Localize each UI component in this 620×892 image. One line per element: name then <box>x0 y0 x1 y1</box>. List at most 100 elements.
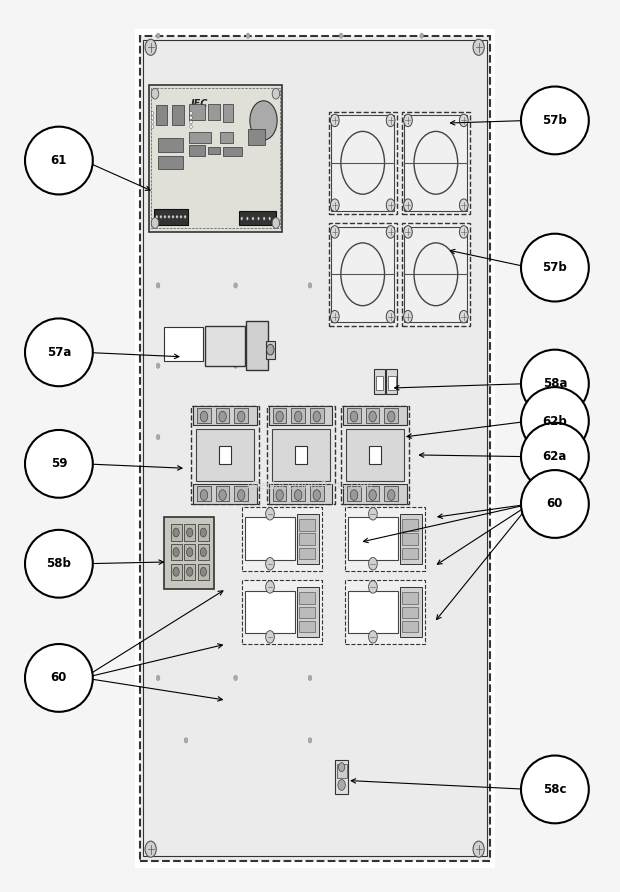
Circle shape <box>350 411 358 422</box>
Bar <box>374 369 385 394</box>
Bar <box>164 327 203 361</box>
Bar <box>197 486 211 501</box>
Text: 58c: 58c <box>543 783 567 796</box>
Circle shape <box>187 567 193 576</box>
Text: 58b: 58b <box>46 558 71 570</box>
Bar <box>170 544 182 560</box>
Circle shape <box>369 411 376 422</box>
Circle shape <box>473 39 484 55</box>
Circle shape <box>459 114 468 127</box>
Bar <box>164 517 214 589</box>
Bar <box>208 104 220 120</box>
Circle shape <box>368 558 377 570</box>
Bar <box>294 446 307 464</box>
Bar <box>154 209 188 225</box>
Bar <box>248 129 265 145</box>
Text: 57b: 57b <box>542 114 567 127</box>
Circle shape <box>184 738 188 743</box>
Bar <box>208 147 220 154</box>
Bar <box>239 211 276 225</box>
Bar <box>234 486 248 501</box>
Circle shape <box>151 116 154 120</box>
Bar <box>193 484 257 504</box>
Circle shape <box>268 217 271 220</box>
Circle shape <box>386 226 395 238</box>
Circle shape <box>266 631 274 643</box>
Text: IFC: IFC <box>191 99 208 109</box>
Bar <box>347 408 361 423</box>
Ellipse shape <box>25 430 93 498</box>
Bar <box>376 376 383 390</box>
Bar <box>196 429 254 481</box>
Ellipse shape <box>25 530 93 598</box>
Ellipse shape <box>521 87 589 154</box>
Circle shape <box>173 548 179 557</box>
Bar <box>151 88 280 228</box>
Bar <box>386 369 397 394</box>
Circle shape <box>404 226 412 238</box>
Bar <box>369 446 381 464</box>
Bar <box>299 519 315 531</box>
Circle shape <box>313 411 321 422</box>
Bar <box>366 486 379 501</box>
Bar <box>220 132 232 143</box>
Circle shape <box>234 283 237 288</box>
Bar <box>299 533 315 545</box>
Bar <box>402 112 470 214</box>
Bar <box>399 587 422 637</box>
Bar <box>273 486 286 501</box>
Ellipse shape <box>521 470 589 538</box>
Bar <box>348 517 398 560</box>
Circle shape <box>164 215 166 219</box>
Circle shape <box>200 411 208 422</box>
Circle shape <box>257 217 260 220</box>
Circle shape <box>145 39 156 55</box>
Ellipse shape <box>521 234 589 301</box>
Bar <box>234 408 248 423</box>
Bar <box>223 147 242 156</box>
Bar <box>189 145 205 156</box>
Bar <box>299 621 315 632</box>
Ellipse shape <box>521 387 589 455</box>
Circle shape <box>272 218 280 228</box>
Bar <box>402 621 418 632</box>
Text: 60: 60 <box>51 672 67 684</box>
Bar <box>219 446 231 464</box>
Text: 59: 59 <box>51 458 67 470</box>
Bar <box>135 29 495 868</box>
Bar <box>296 514 319 564</box>
Bar <box>399 514 422 564</box>
Circle shape <box>313 490 321 500</box>
Circle shape <box>388 411 395 422</box>
Circle shape <box>156 283 160 288</box>
Circle shape <box>187 548 193 557</box>
Bar <box>170 564 182 580</box>
Circle shape <box>145 841 156 857</box>
Circle shape <box>234 675 237 681</box>
Bar <box>273 408 286 423</box>
Bar <box>299 548 315 559</box>
Circle shape <box>308 283 312 288</box>
Bar <box>404 227 467 322</box>
Circle shape <box>246 217 249 220</box>
Bar <box>329 112 397 214</box>
Circle shape <box>151 112 154 115</box>
Circle shape <box>237 490 245 500</box>
Circle shape <box>151 88 159 99</box>
Circle shape <box>350 490 358 500</box>
Circle shape <box>272 88 280 99</box>
Circle shape <box>190 116 192 120</box>
Circle shape <box>173 528 179 537</box>
Bar <box>310 408 324 423</box>
Circle shape <box>156 434 160 440</box>
Circle shape <box>234 363 237 368</box>
Bar <box>266 341 275 359</box>
Ellipse shape <box>521 756 589 823</box>
Circle shape <box>180 215 182 219</box>
Bar <box>242 507 322 571</box>
Circle shape <box>386 114 395 127</box>
Bar <box>158 156 183 169</box>
Bar <box>245 517 295 560</box>
Circle shape <box>250 101 277 140</box>
Circle shape <box>368 631 377 643</box>
